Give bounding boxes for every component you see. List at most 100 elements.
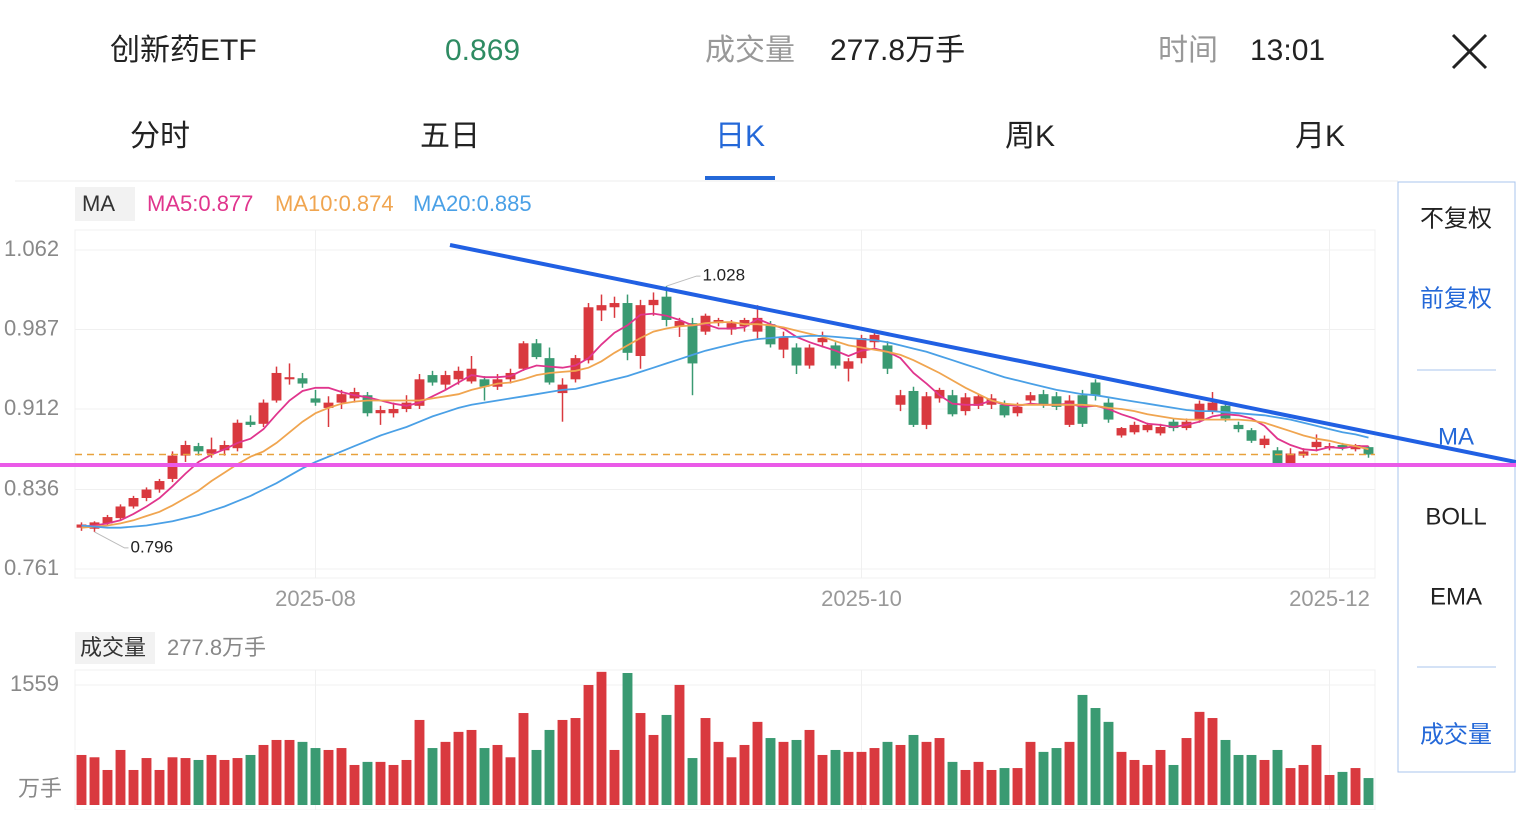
menu-item[interactable]: 前复权: [1420, 285, 1492, 312]
volume-bar: [674, 684, 685, 805]
volume-bar: [1142, 764, 1153, 805]
volume-bar: [648, 734, 659, 805]
menu-item[interactable]: 不复权: [1420, 205, 1492, 232]
volume-bar: [1116, 751, 1127, 805]
candle-body: [388, 408, 399, 414]
ma-line: [81, 312, 1369, 528]
candle-body: [1077, 395, 1088, 424]
candle-body: [1103, 402, 1114, 420]
y-tick-label: 0.761: [4, 555, 59, 580]
x-tick-label: 2025-12: [1289, 586, 1370, 611]
menu-item[interactable]: EMA: [1430, 583, 1482, 610]
candle-body: [999, 404, 1010, 416]
volume-bar: [557, 719, 568, 805]
volume-bar: [1350, 768, 1361, 805]
candle-body: [830, 345, 841, 366]
close-button[interactable]: [1451, 33, 1488, 70]
volume-bar: [752, 721, 763, 805]
volume-bar: [973, 761, 984, 805]
volume-bar: [258, 744, 269, 805]
volume-bar: [570, 718, 581, 805]
tab[interactable]: 分时: [130, 120, 190, 153]
volume-bar: [102, 769, 113, 805]
candle-body: [180, 445, 191, 456]
volume-bar: [1324, 774, 1335, 805]
volume-bar: [271, 739, 282, 805]
candle-body: [1012, 406, 1023, 414]
volume-bar: [505, 757, 516, 805]
candle-body: [479, 379, 490, 387]
candle-body: [1350, 445, 1361, 450]
volume-value: 277.8万手: [830, 34, 965, 67]
tab-bar: 分时 五日 日K 周K 月K: [130, 120, 1345, 180]
candle-body: [271, 372, 282, 401]
candle-body: [609, 303, 620, 308]
volume-bar: [635, 713, 646, 805]
menu-item[interactable]: BOLL: [1425, 503, 1486, 530]
volume-bar: [362, 761, 373, 805]
volume-bar: [544, 729, 555, 805]
candle-body: [1285, 453, 1296, 465]
volume-bar: [1311, 744, 1322, 805]
volume-bar: [232, 758, 243, 805]
candle-body: [1337, 445, 1348, 449]
candle-body: [765, 324, 776, 345]
volume-bar: [1285, 768, 1296, 805]
candle-body: [544, 358, 555, 383]
candle-body: [1311, 441, 1322, 448]
candle-body: [1207, 402, 1218, 412]
candle-body: [128, 497, 139, 507]
candle-body: [206, 449, 217, 454]
tab[interactable]: 日K: [715, 120, 765, 153]
candle-body: [635, 305, 646, 357]
candle-body: [882, 345, 893, 369]
volume-bar: [622, 673, 633, 805]
candle-body: [310, 398, 321, 403]
price: 0.869: [445, 34, 520, 67]
volume-bar: [1246, 754, 1257, 805]
volume-bar: [1272, 749, 1283, 805]
candle-body: [1246, 430, 1257, 441]
tab[interactable]: 周K: [1005, 120, 1055, 153]
candle-body: [1233, 424, 1244, 430]
candle-body: [440, 375, 451, 385]
volume-bar: [1155, 749, 1166, 805]
volume-bar: [1259, 759, 1270, 805]
candle-body: [973, 396, 984, 406]
candle-body: [1155, 427, 1166, 434]
volume-bar: [856, 751, 867, 805]
volume-bar: [349, 764, 360, 805]
volume-bar: [778, 741, 789, 805]
candle-body: [518, 343, 529, 369]
candle-body: [284, 377, 295, 380]
volume-bar: [154, 769, 165, 805]
x-tick-label: 2025-10: [821, 586, 902, 611]
candle-body: [297, 378, 308, 384]
menu-item[interactable]: 成交量: [1420, 721, 1492, 748]
volume-bar: [76, 754, 87, 805]
ma-line: [81, 334, 1369, 529]
volume-bar: [739, 744, 750, 805]
volume-current: 277.8万手: [167, 635, 266, 660]
candle-body: [167, 455, 178, 479]
tab[interactable]: 五日: [420, 120, 480, 153]
volume-bar: [297, 741, 308, 805]
candle-body: [375, 410, 386, 414]
candle-body: [1259, 438, 1270, 446]
ma-line: [81, 321, 1369, 529]
volume-bar: [1077, 694, 1088, 805]
candle-body: [1116, 428, 1127, 436]
volume-bar: [947, 761, 958, 805]
volume-bar: [1012, 768, 1023, 805]
volume-title: 成交量: [80, 635, 146, 660]
volume-bar: [1090, 708, 1101, 805]
time-label: 时间: [1158, 34, 1218, 67]
volume-bar: [375, 761, 386, 805]
candle-body: [1090, 382, 1101, 396]
volume-bar: [1038, 751, 1049, 805]
candle-body: [791, 347, 802, 366]
plot: 1.062 0.987 0.912 0.836 0.761 2025-08 2025-10 2…: [4, 191, 1376, 811]
tab[interactable]: 月K: [1295, 120, 1345, 153]
candle-body: [726, 323, 737, 330]
candle-body: [1064, 400, 1075, 425]
